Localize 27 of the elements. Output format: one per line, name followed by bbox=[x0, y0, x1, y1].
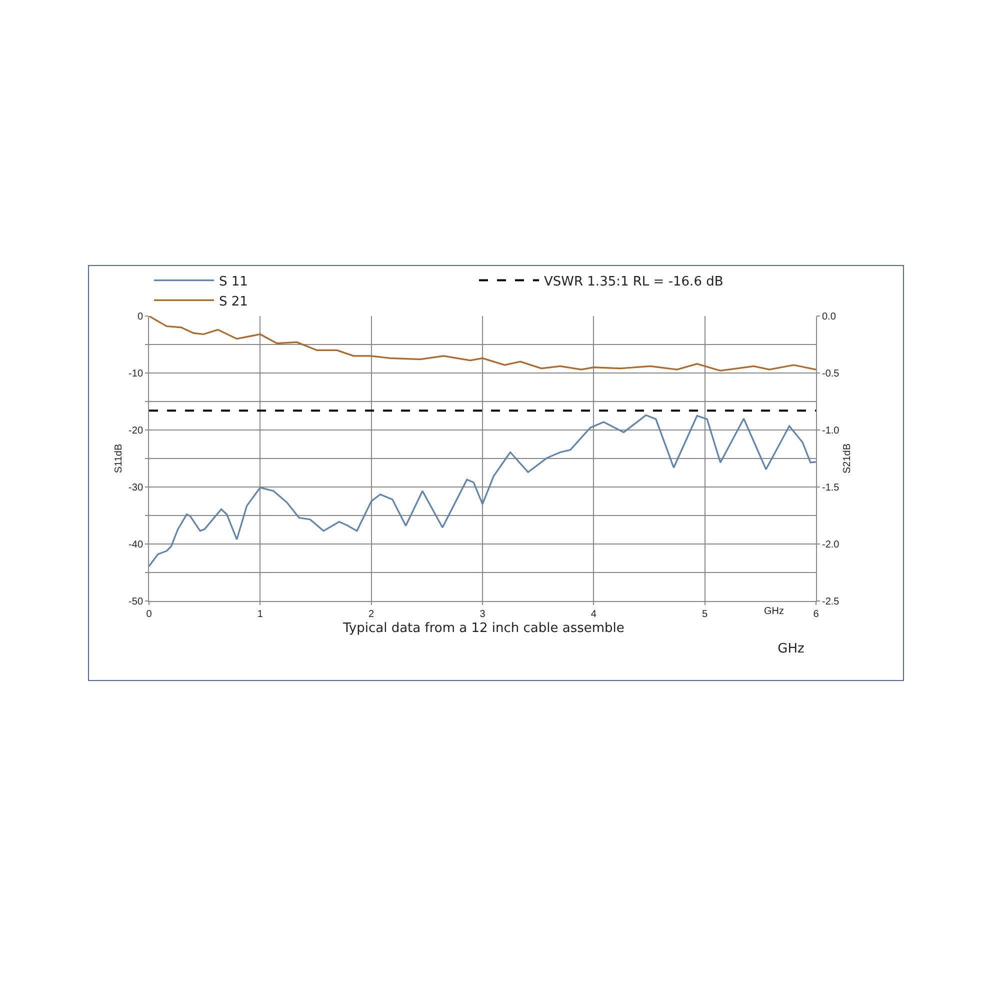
x-tick-label: 3 bbox=[480, 609, 486, 620]
y-axis-title: S11dB bbox=[114, 444, 125, 474]
y2-tick-label: -1.0 bbox=[822, 426, 840, 436]
y2-tick-label: -2.5 bbox=[822, 596, 840, 608]
legend-label: S 11 bbox=[219, 274, 248, 290]
y-tick-label: -50 bbox=[128, 596, 144, 608]
legend-label: VSWR 1.35:1 RL = -16.6 dB bbox=[544, 274, 724, 290]
y2-tick-label: -0.5 bbox=[822, 368, 840, 380]
y-tick-label: -30 bbox=[128, 482, 144, 494]
y-tick-label: -10 bbox=[128, 368, 144, 380]
y-tick-label: 0 bbox=[137, 312, 144, 322]
x-tick-label: 2 bbox=[368, 609, 375, 620]
text: GHz bbox=[764, 606, 784, 617]
text: Typical data from a 12 inch cable assemble bbox=[342, 621, 624, 636]
y2-tick-label: 0.0 bbox=[822, 312, 836, 322]
y2-tick-label: -2.0 bbox=[822, 540, 840, 550]
y-tick-label: -40 bbox=[128, 540, 144, 550]
x-axis-title: GHz bbox=[778, 641, 805, 656]
y2-axis-title: S21dB bbox=[842, 443, 854, 474]
legend-label: S 21 bbox=[219, 294, 248, 310]
x-tick-label: 6 bbox=[813, 609, 820, 620]
x-tick-label: 0 bbox=[146, 609, 152, 620]
x-tick-label: 5 bbox=[702, 609, 708, 620]
x-tick-label: 1 bbox=[257, 609, 264, 620]
x-tick-label: 4 bbox=[590, 609, 597, 620]
y2-tick-label: -1.5 bbox=[822, 482, 840, 494]
y-tick-label: -20 bbox=[128, 426, 144, 436]
